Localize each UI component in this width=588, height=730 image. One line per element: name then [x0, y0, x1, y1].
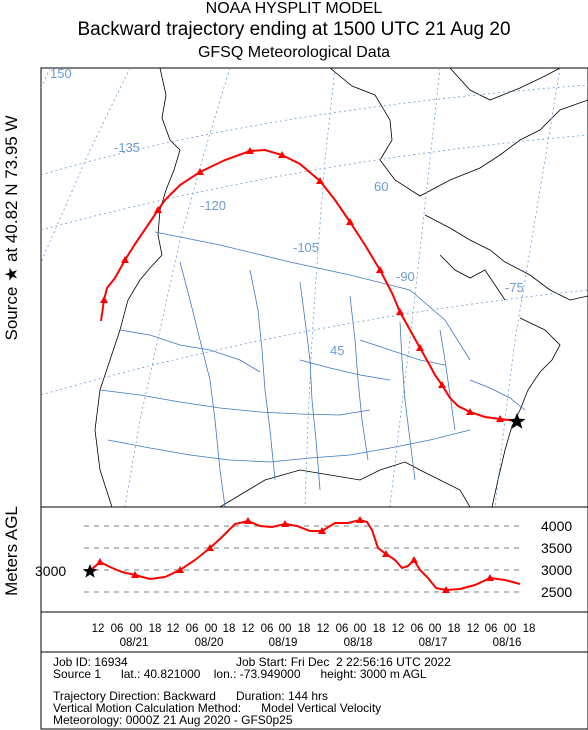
state-borders — [99, 231, 526, 507]
hour-tick: 00 — [504, 623, 517, 635]
hour-tick: 12 — [92, 623, 105, 635]
trajectory-title: Backward trajectory ending at 1500 UTC 2… — [77, 19, 511, 40]
hour-tick: 12 — [167, 623, 180, 635]
date-label: 08/21 — [120, 637, 149, 649]
lon-label-120: -120 — [200, 198, 226, 213]
hour-tick: 06 — [111, 623, 124, 635]
lon-label-135: -135 — [114, 140, 140, 155]
info-frame — [40, 651, 588, 730]
vertical-motion: Vertical Motion Calculation Method: Mode… — [53, 701, 382, 715]
source-star-icon — [508, 413, 526, 429]
hour-tick: 06 — [261, 623, 274, 635]
date-labels: 08/21 08/20 08/19 08/18 08/17 08/16 — [120, 637, 522, 649]
hour-tick: 18 — [298, 623, 311, 635]
grid-labels: 150 -135 -120 -105 -90 -75 60 45 — [50, 66, 524, 358]
height-tick-4000: 4000 — [541, 518, 572, 534]
lon-label-150: 150 — [50, 66, 72, 81]
date-label: 08/16 — [493, 637, 522, 649]
map-panel: 150 -135 -120 -105 -90 -75 60 45 — [40, 66, 588, 508]
hour-tick: 18 — [223, 623, 236, 635]
hour-tick: 12 — [392, 623, 405, 635]
map-grid — [41, 68, 588, 507]
hour-tick: 12 — [467, 623, 480, 635]
lat-label-45: 45 — [330, 343, 344, 358]
height-ticks: 4000 3500 3000 2500 3000 — [35, 518, 572, 600]
hour-tick: 00 — [279, 623, 292, 635]
hour-tick-labels: 12 06 00 18 12 06 00 18 12 06 00 18 12 0… — [92, 623, 536, 635]
meteorology-info: Meteorology: 0000Z 21 Aug 2020 - GFS0p25 — [53, 713, 293, 727]
hour-tick: 00 — [205, 623, 218, 635]
lat-label-60: 60 — [374, 179, 388, 194]
height-tick-2500: 2500 — [541, 584, 572, 600]
height-frame — [40, 506, 588, 613]
height-markers — [96, 516, 494, 593]
date-label: 08/20 — [195, 637, 224, 649]
lon-label-90: -90 — [396, 269, 415, 284]
hour-tick: 12 — [242, 623, 255, 635]
source-height-star-icon — [82, 564, 98, 578]
meteorology-title: GFSQ Meteorological Data — [197, 44, 391, 61]
source-line: Source 1 lat.: 40.821000 lon.: -73.94900… — [53, 667, 427, 681]
hour-tick: 18 — [523, 623, 536, 635]
hour-tick: 00 — [354, 623, 367, 635]
trajectory-path — [100, 148, 518, 422]
height-tick-3000: 3000 — [541, 562, 572, 578]
date-label: 08/17 — [419, 637, 448, 649]
hour-tick: 00 — [429, 623, 442, 635]
hour-tick: 18 — [149, 623, 162, 635]
hour-tick: 06 — [186, 623, 199, 635]
hour-tick: 06 — [411, 623, 424, 635]
date-label: 08/18 — [344, 637, 373, 649]
time-axis-frame — [40, 611, 588, 653]
height-panel: 4000 3500 3000 2500 3000 — [35, 506, 588, 613]
lon-label-105: -105 — [293, 240, 319, 255]
time-axis-panel: 12 06 00 18 12 06 00 18 12 06 00 18 12 0… — [40, 611, 588, 653]
hour-tick: 00 — [130, 623, 143, 635]
hour-tick: 18 — [448, 623, 461, 635]
job-id: Job ID: 16934 — [53, 655, 128, 669]
hour-tick: 12 — [317, 623, 330, 635]
job-start: Job Start: Fri Dec 2 22:56:16 UTC 2022 — [236, 655, 451, 669]
hour-tick: 18 — [373, 623, 386, 635]
height-profile — [90, 518, 521, 592]
trajectory-direction: Trajectory Direction: Backward Duration:… — [53, 689, 328, 703]
model-title: NOAA HYSPLIT MODEL — [205, 0, 383, 17]
height-tick-3500: 3500 — [541, 540, 572, 556]
date-label: 08/19 — [269, 637, 298, 649]
trajectory-markers — [100, 147, 504, 422]
hour-tick: 06 — [485, 623, 498, 635]
hour-tick: 06 — [336, 623, 349, 635]
source-height-label: 3000 — [35, 563, 66, 579]
lon-label-75: -75 — [505, 280, 524, 295]
